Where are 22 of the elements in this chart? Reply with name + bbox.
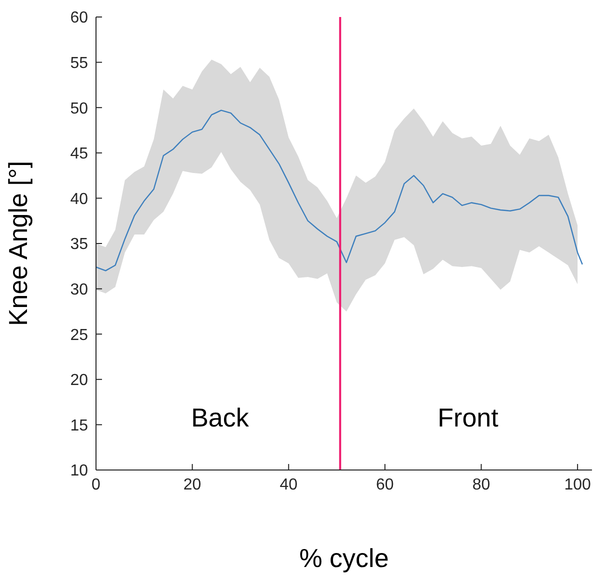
line-series <box>96 110 583 272</box>
y-tick-label: 45 <box>70 146 88 163</box>
y-tick-label: 55 <box>70 54 88 72</box>
annotation: Back <box>191 402 249 434</box>
y-tick-label: 20 <box>70 372 88 390</box>
x-tick-label: 20 <box>183 476 202 494</box>
x-tick-label: 40 <box>280 476 298 494</box>
y-tick-label: 15 <box>70 417 88 434</box>
x-axis-title: % cycle <box>299 543 389 573</box>
y-tick-label: 35 <box>70 236 88 254</box>
x-tick-label: 0 <box>92 476 101 494</box>
y-tick-label: 10 <box>70 462 88 480</box>
x-tick-label: 100 <box>564 476 591 494</box>
y-axis-title: Knee Angle [°] <box>3 160 34 326</box>
y-tick-label: 60 <box>70 10 88 27</box>
y-tick-label: 40 <box>70 190 88 208</box>
x-tick-label: 60 <box>376 476 394 494</box>
annotation: Front <box>438 402 498 434</box>
y-tick-label: 25 <box>70 326 88 344</box>
y-tick-label: 30 <box>70 281 88 298</box>
y-tick-label: 50 <box>70 100 88 118</box>
x-tick-label: 80 <box>472 476 490 494</box>
